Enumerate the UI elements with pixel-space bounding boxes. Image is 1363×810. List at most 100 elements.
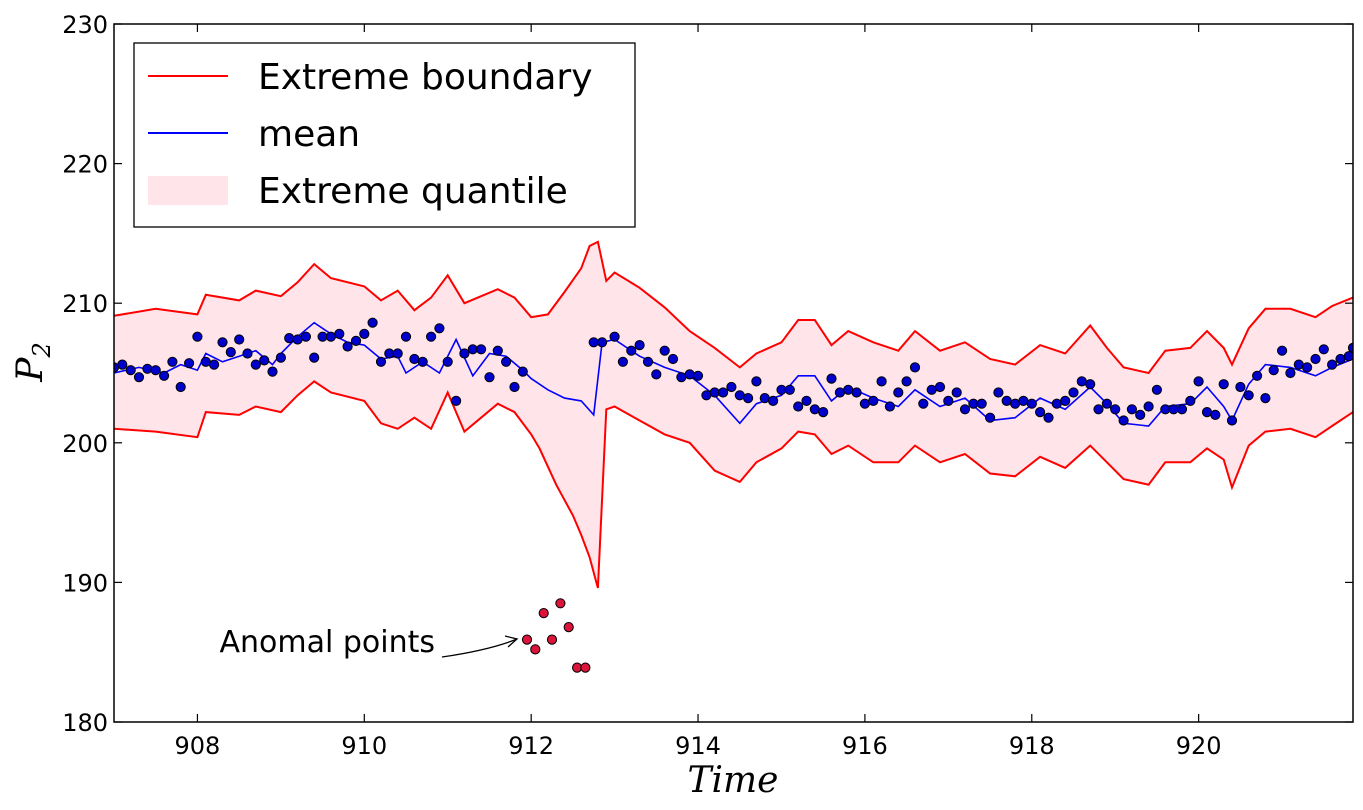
observed-point xyxy=(626,345,637,356)
y-tick-label: 230 xyxy=(62,11,108,39)
observed-point xyxy=(117,359,128,370)
observed-point xyxy=(1176,404,1188,415)
observed-point xyxy=(1151,384,1163,395)
x-tick-label: 916 xyxy=(842,732,888,760)
observed-point xyxy=(1268,365,1279,376)
observed-point xyxy=(284,333,295,344)
observed-point xyxy=(459,348,470,359)
x-tick-label: 910 xyxy=(341,732,387,760)
observed-point xyxy=(250,359,261,370)
observed-point xyxy=(517,366,528,377)
observed-point xyxy=(1185,395,1196,406)
observed-point xyxy=(426,331,437,342)
observed-point xyxy=(1135,409,1146,420)
plot-frame xyxy=(113,23,1354,723)
observed-point xyxy=(1243,390,1254,401)
observed-point xyxy=(184,358,195,369)
observed-point xyxy=(1110,404,1121,415)
observed-point xyxy=(1126,404,1138,415)
observed-point xyxy=(876,376,887,387)
observed-point xyxy=(743,393,754,404)
y-tick-label: 190 xyxy=(62,569,108,597)
observed-point xyxy=(634,340,645,351)
y-tick-label: 180 xyxy=(62,709,108,737)
observed-point xyxy=(133,372,145,383)
observed-point xyxy=(1051,398,1062,409)
observed-point xyxy=(692,370,704,381)
observed-point xyxy=(1101,398,1113,409)
observed-point xyxy=(175,381,186,393)
observed-point xyxy=(242,348,253,359)
legend-label-mean: mean xyxy=(258,114,360,155)
observed-point xyxy=(597,337,608,348)
observed-point xyxy=(1226,415,1238,426)
svg-text:P2: P2 xyxy=(10,342,56,383)
observed-point xyxy=(1118,415,1129,426)
observed-point xyxy=(617,356,629,367)
observed-point xyxy=(400,331,412,342)
observed-point xyxy=(1143,401,1154,412)
anomaly-annotation: Anomal points xyxy=(219,625,519,660)
observed-point xyxy=(325,331,336,342)
legend-label-boundary: Extreme boundary xyxy=(258,57,593,98)
observed-point xyxy=(1060,395,1071,406)
observed-point xyxy=(125,365,136,376)
observed-point xyxy=(484,372,495,383)
observed-point xyxy=(1218,379,1229,390)
observed-point xyxy=(342,341,353,352)
observed-point xyxy=(334,328,345,339)
upper-boundary-line xyxy=(114,240,1353,375)
observed-point xyxy=(1018,395,1029,406)
y-tick-label: 220 xyxy=(62,151,108,179)
anomaly-point xyxy=(580,662,591,673)
observed-point xyxy=(492,345,503,356)
observed-point xyxy=(434,323,445,334)
legend: Extreme boundary mean Extreme quantile xyxy=(133,42,636,228)
observed-point xyxy=(1252,370,1263,381)
observed-point xyxy=(884,401,896,412)
legend-label-quantile: Extreme quantile xyxy=(258,171,568,212)
anomaly-point xyxy=(546,634,558,645)
observed-point xyxy=(392,348,403,359)
observed-point xyxy=(1043,412,1054,423)
observed-point xyxy=(451,395,462,406)
observed-point xyxy=(1085,379,1096,390)
annotation-text: Anomal points xyxy=(219,625,435,660)
observed-point xyxy=(225,347,236,358)
observed-point xyxy=(834,387,846,398)
observed-point xyxy=(1026,398,1037,409)
observed-point xyxy=(1235,381,1246,393)
observed-point xyxy=(909,362,921,373)
observed-point xyxy=(234,334,245,345)
observed-point xyxy=(934,381,946,393)
observed-point xyxy=(976,398,987,409)
observed-point xyxy=(851,387,862,398)
observed-point xyxy=(1076,376,1087,387)
observed-point xyxy=(309,352,320,363)
observed-point xyxy=(501,356,512,367)
anomaly-point xyxy=(563,622,574,633)
observed-point xyxy=(150,365,161,376)
observed-point xyxy=(951,387,962,398)
observed-point xyxy=(1035,407,1046,418)
observed-point xyxy=(843,384,854,395)
observed-point xyxy=(1327,359,1338,370)
observed-point xyxy=(1001,395,1012,406)
observed-point xyxy=(417,356,428,367)
legend-swatch-quantile xyxy=(148,176,228,205)
observed-point xyxy=(726,381,737,393)
observed-point xyxy=(709,387,720,398)
lower-boundary-line xyxy=(114,380,1353,589)
observed-point xyxy=(350,335,362,346)
observed-point xyxy=(793,401,804,412)
observed-point xyxy=(859,398,871,409)
anomaly-point xyxy=(521,634,533,645)
observed-point xyxy=(588,337,599,348)
observed-point xyxy=(384,348,395,359)
x-tick-label: 912 xyxy=(508,732,554,760)
observed-point xyxy=(826,373,837,384)
x-tick-label: 914 xyxy=(675,732,721,760)
observed-point xyxy=(959,404,971,415)
